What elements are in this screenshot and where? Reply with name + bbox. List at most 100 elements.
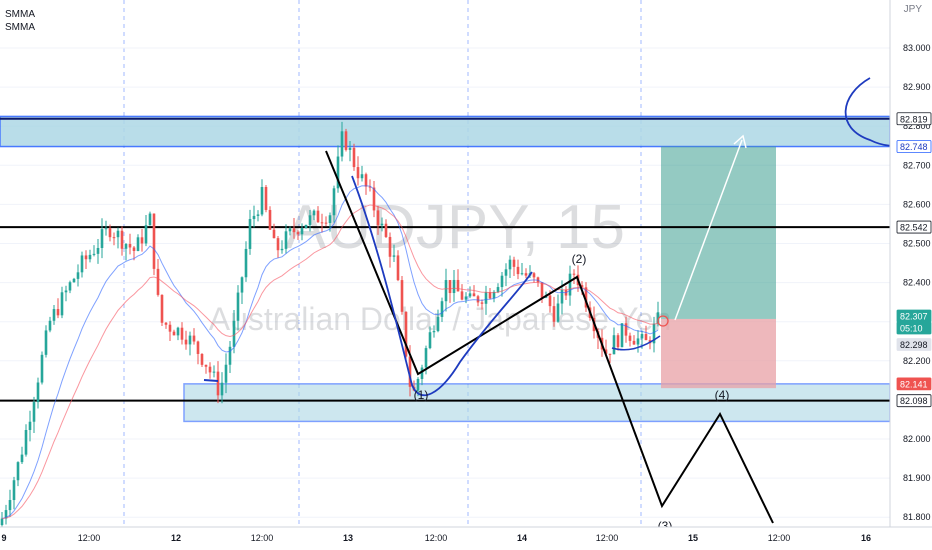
candle-body (428, 332, 432, 349)
candle-body (204, 364, 208, 367)
candle-body (120, 230, 124, 249)
candle-body (376, 210, 380, 226)
price-tick-label: 81.800 (903, 512, 931, 522)
candle-body (92, 253, 96, 255)
candle-body (616, 335, 620, 348)
candle-body (608, 353, 612, 355)
candle-body (276, 238, 280, 251)
candle-body (212, 371, 216, 373)
candle-body (116, 230, 120, 238)
candle-body (492, 291, 496, 299)
candle-body (468, 293, 472, 297)
candle-body (172, 331, 176, 336)
price-tick-label: 82.900 (903, 82, 931, 92)
price-tick-label: 82.600 (903, 199, 931, 209)
candle-body (288, 228, 292, 232)
candle-body (320, 222, 324, 224)
candle-body (316, 210, 320, 223)
candle-body (396, 255, 400, 281)
candle-body (500, 275, 504, 288)
candle-body (44, 330, 48, 355)
price-badge-label: 82.141 (900, 379, 928, 389)
candle-body (96, 247, 100, 254)
candle-body (100, 229, 104, 248)
candle-body (8, 500, 12, 511)
candle-body (152, 213, 156, 269)
legend-smma-2[interactable]: SMMA (5, 22, 35, 33)
candle-body (180, 327, 184, 340)
price-tick-label: 81.900 (903, 473, 931, 483)
candle-body (628, 335, 632, 341)
candle-body (620, 323, 624, 348)
price-badge-label: 82.748 (900, 142, 928, 152)
candle-body (572, 273, 576, 275)
candle-body (516, 266, 520, 275)
candle-body (612, 335, 616, 355)
candle-body (464, 296, 468, 300)
price-badge (896, 220, 932, 234)
candle-body (328, 215, 332, 223)
candle-body (444, 280, 448, 302)
price-tick-label: 82.500 (903, 239, 931, 249)
candle-body (308, 215, 312, 225)
price-tick-label: 82.400 (903, 278, 931, 288)
price-tick-label: 82.000 (903, 434, 931, 444)
candle-body (168, 324, 172, 332)
candle-body (248, 219, 252, 249)
candle-body (144, 225, 148, 244)
candle-body (52, 309, 56, 321)
candle-body (256, 214, 260, 216)
time-tick-label: 9 (1, 533, 6, 543)
candle-body (532, 273, 536, 278)
candle-body (4, 510, 8, 519)
candle-body (624, 323, 628, 336)
candle-body (84, 255, 88, 260)
candle-body (304, 224, 308, 229)
candle-body (652, 323, 656, 344)
candle-body (224, 364, 228, 383)
candle-body (360, 174, 364, 179)
candle-body (404, 311, 408, 357)
smma-line-2 (1, 204, 659, 520)
candle-body (416, 378, 420, 391)
wave-label: (2) (572, 252, 587, 266)
legend-smma-1[interactable]: SMMA (5, 9, 35, 20)
candle-body (456, 279, 460, 292)
candle-body (472, 293, 476, 297)
candle-body (228, 346, 232, 365)
resistance-zone (0, 115, 891, 148)
price-badge-label: 82.542 (900, 223, 928, 233)
candle-body (560, 289, 564, 304)
candle-body (584, 287, 588, 308)
candle-body (332, 188, 336, 216)
candle-body (524, 273, 528, 276)
price-badge (896, 377, 932, 391)
candle-body (476, 296, 480, 303)
price-tick-label: 82.800 (903, 121, 931, 131)
candle-body (164, 322, 168, 325)
time-tick-label: 16 (861, 533, 871, 543)
candle-body (568, 273, 572, 296)
candle-body (480, 302, 484, 304)
candle-body (20, 454, 24, 463)
candle-body (80, 255, 84, 273)
time-tick-label: 15 (688, 533, 698, 543)
candle-body (280, 248, 284, 251)
candle-body (380, 223, 384, 226)
candle-body (548, 295, 552, 307)
candle-body (284, 231, 288, 249)
candle-body (272, 229, 276, 239)
price-badge (896, 394, 932, 408)
candle-body (508, 259, 512, 270)
price-axis (890, 0, 932, 550)
price-badge (896, 140, 932, 153)
candle-body (200, 353, 204, 365)
candle-body (604, 349, 608, 354)
candle-body (352, 147, 356, 168)
candle-body (424, 348, 428, 368)
candle-body (368, 186, 372, 188)
target-arrowhead (733, 134, 747, 149)
candle-body (336, 156, 340, 189)
candle-body (436, 316, 440, 332)
